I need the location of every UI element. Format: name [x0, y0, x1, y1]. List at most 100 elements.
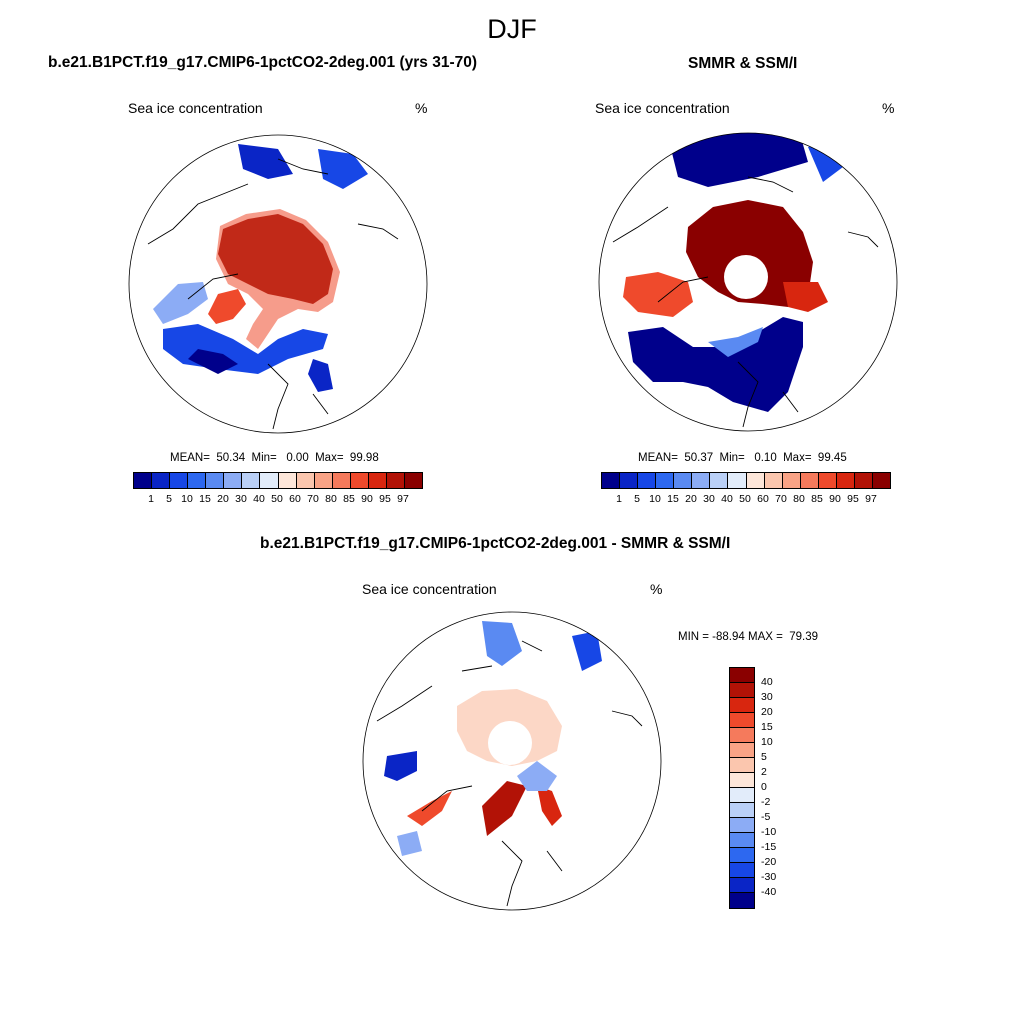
right-colorbar-tick: 60 [757, 493, 769, 505]
diff-colorbar-tick: 2 [761, 766, 767, 778]
diff-colorbar-tick: -15 [761, 841, 777, 853]
diff-colorbar-segment [730, 668, 754, 683]
left-panel-title: b.e21.B1PCT.f19_g17.CMIP6-1pctCO2-2deg.0… [48, 54, 478, 71]
left-colorbar-segment [134, 473, 153, 488]
diff-colorbar-segment [730, 803, 754, 818]
left-colorbar-segment [386, 473, 405, 488]
diff-polar-map [362, 611, 662, 911]
right-unit-label: % [882, 100, 895, 116]
diff-colorbar-tick: -5 [761, 811, 771, 823]
diff-kara-red [537, 786, 562, 826]
left-colorbar-tick: 60 [289, 493, 301, 505]
left-okhotsk-blue [308, 359, 333, 392]
left-ice-edge [216, 209, 340, 349]
left-colorbar-segment [350, 473, 369, 488]
left-colorbar [133, 472, 423, 489]
right-colorbar-segment [818, 473, 837, 488]
left-top-right-blue [318, 149, 368, 189]
left-colorbar-tick: 40 [253, 493, 265, 505]
left-colorbar-segment [368, 473, 387, 488]
right-colorbar-segment [782, 473, 801, 488]
right-colorbar-segment [674, 473, 693, 488]
diff-labrador-red [407, 791, 452, 826]
right-colorbar-tick: 5 [634, 493, 640, 505]
left-unit-label: % [415, 100, 428, 116]
diff-colorbar-segment [730, 848, 754, 863]
left-colorbar-segment [224, 473, 243, 488]
diff-var-label: Sea ice concentration [362, 581, 497, 597]
left-colorbar-tick: 10 [181, 493, 193, 505]
diff-colorbar-tick: 20 [761, 706, 773, 718]
left-colorbar-tick: 70 [307, 493, 319, 505]
left-colorbar-segment [152, 473, 171, 488]
left-ice-dark [188, 349, 238, 374]
right-colorbar-tick: 40 [721, 493, 733, 505]
right-colorbar [601, 472, 891, 489]
right-stats: MEAN= 50.37 Min= 0.10 Max= 99.45 [638, 452, 847, 464]
right-colorbar-tick: 90 [829, 493, 841, 505]
left-colorbar-segment [170, 473, 189, 488]
left-colorbar-segment [332, 473, 351, 488]
left-coastline [147, 158, 399, 430]
left-var-label: Sea ice concentration [128, 100, 263, 116]
diff-unit-label: % [650, 581, 663, 597]
right-colorbar-segment [638, 473, 657, 488]
left-colorbar-segment [242, 473, 261, 488]
right-siberia-blue [628, 317, 803, 412]
right-siberia-mid [708, 327, 763, 357]
right-colorbar-tick: 20 [685, 493, 697, 505]
right-colorbar-segment [710, 473, 729, 488]
left-colorbar-tick: 90 [361, 493, 373, 505]
diff-colorbar-segment [730, 683, 754, 698]
diff-colorbar-segment [730, 743, 754, 758]
diff-colorbar-segment [730, 773, 754, 788]
diff-colorbar-tick: -20 [761, 856, 777, 868]
right-colorbar-tick: 50 [739, 493, 751, 505]
right-colorbar-tick: 70 [775, 493, 787, 505]
diff-colorbar-tick: 0 [761, 781, 767, 793]
diff-colorbar-tick: 40 [761, 676, 773, 688]
diff-top-right-blue [572, 631, 602, 671]
left-colorbar-segment [404, 473, 422, 488]
right-top-dark [668, 133, 808, 187]
left-colorbar-segment [296, 473, 315, 488]
left-hudson-blue [153, 282, 208, 324]
left-stats: MEAN= 50.34 Min= 0.00 Max= 99.98 [170, 452, 379, 464]
left-colorbar-segment [278, 473, 297, 488]
diff-colorbar-segment [730, 893, 754, 908]
diff-coastline [376, 640, 643, 907]
left-colorbar-tick: 95 [379, 493, 391, 505]
left-colorbar-tick: 97 [397, 493, 409, 505]
right-colorbar-segment [854, 473, 873, 488]
diff-colorbar-tick: -10 [761, 826, 777, 838]
right-colorbar-segment [764, 473, 783, 488]
right-pole-hole [724, 255, 768, 299]
diff-colorbar-tick: 15 [761, 721, 773, 733]
diff-colorbar-tick: 30 [761, 691, 773, 703]
right-colorbar-tick: 85 [811, 493, 823, 505]
left-labrador-red [208, 289, 246, 324]
right-colorbar-segment [872, 473, 890, 488]
diff-colorbar-segment [730, 713, 754, 728]
right-panel-title: SMMR & SSM/I [688, 55, 798, 72]
right-colorbar-tick: 95 [847, 493, 859, 505]
diff-colorbar-ticks: 40 30 20 15 10 5 2 0 -2 -5 -10 -15 -20 -30 -40 [761, 667, 801, 907]
right-colorbar-tick: 80 [793, 493, 805, 505]
left-colorbar-tick: 30 [235, 493, 247, 505]
right-labrador-red [623, 272, 693, 317]
diff-barents-red [482, 781, 527, 836]
diff-colorbar-tick: 5 [761, 751, 767, 763]
right-colorbar-segment [620, 473, 639, 488]
left-colorbar-segment [314, 473, 333, 488]
right-coastline [612, 176, 879, 428]
right-colorbar-segment [692, 473, 711, 488]
diff-colorbar-segment [730, 728, 754, 743]
diff-colorbar-segment [730, 758, 754, 773]
diff-hudson-blue [384, 751, 417, 781]
right-ice-core [686, 200, 813, 307]
left-colorbar-tick: 20 [217, 493, 229, 505]
right-var-label: Sea ice concentration [595, 100, 730, 116]
left-colorbar-tick: 1 [148, 493, 154, 505]
diff-colorbar-tick: -40 [761, 886, 777, 898]
diff-colorbar-tick: -2 [761, 796, 771, 808]
